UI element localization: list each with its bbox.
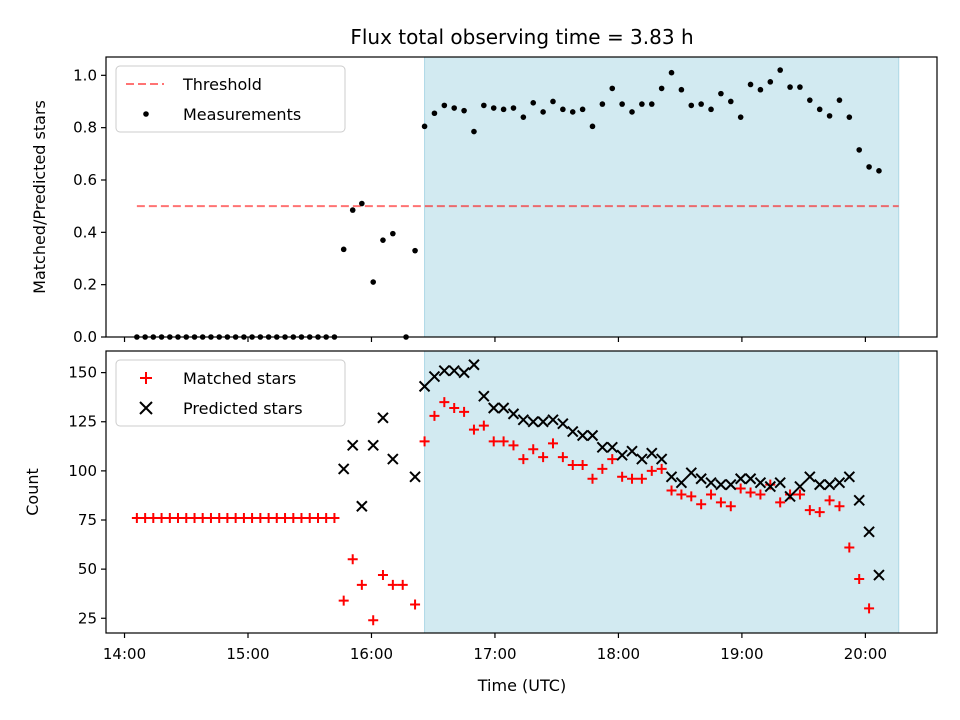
measurement-point: [817, 107, 823, 113]
measurement-point: [688, 103, 694, 109]
x-tick-label: 15:00: [226, 645, 269, 663]
y-axis-title: Matched/Predicted stars: [30, 100, 49, 294]
measurement-point: [442, 103, 448, 109]
legend-label: Matched stars: [183, 369, 296, 388]
measurement-point: [609, 86, 615, 92]
measurement-point: [350, 207, 356, 213]
measurement-point: [530, 100, 536, 106]
highlight-span: [425, 57, 899, 337]
measurement-point: [521, 114, 527, 120]
measurement-point: [511, 105, 517, 111]
legend: Matched stars Predicted stars: [116, 360, 345, 426]
chart-title: Flux total observing time = 3.83 h: [350, 25, 693, 49]
measurement-point: [491, 105, 497, 111]
y-tick-label: 125: [68, 413, 97, 431]
measurement-point: [866, 164, 872, 170]
measurement-point: [856, 147, 862, 153]
legend: Threshold Measurements: [116, 66, 345, 132]
measurement-point: [629, 109, 635, 115]
measurement-point: [797, 84, 803, 90]
y-axis-title: Count: [23, 468, 42, 516]
y-tick-label: 25: [78, 609, 97, 627]
y-tick-label: 1.0: [73, 66, 97, 84]
measurement-point: [481, 103, 487, 109]
measurement-point: [422, 124, 428, 130]
measurement-point: [359, 201, 365, 207]
measurement-point: [341, 247, 347, 253]
measurement-point: [619, 101, 625, 107]
legend-label: Threshold: [182, 75, 262, 94]
measurement-point: [461, 108, 467, 114]
measurement-point: [550, 99, 556, 105]
measurement-point: [560, 107, 566, 113]
measurement-point: [827, 113, 833, 119]
y-tick-label: 150: [68, 364, 97, 382]
measurement-point: [471, 129, 477, 135]
measurement-point: [600, 101, 606, 107]
measurement-point: [432, 110, 438, 116]
y-tick-label: 0.4: [73, 223, 97, 241]
measurement-point: [787, 84, 793, 90]
measurement-point: [649, 101, 655, 107]
measurement-point: [679, 87, 685, 93]
x-tick-label: 20:00: [844, 645, 887, 663]
measurement-point: [540, 109, 546, 115]
measurement-point: [639, 101, 645, 107]
measurement-point: [768, 79, 774, 85]
measurement-point: [728, 99, 734, 105]
y-tick-label: 100: [68, 462, 97, 480]
measurement-point: [698, 101, 704, 107]
legend-label: Predicted stars: [183, 399, 303, 418]
measurement-point: [807, 97, 813, 103]
measurement-point: [390, 231, 396, 237]
measurement-point: [837, 97, 843, 103]
x-tick-label: 17:00: [473, 645, 516, 663]
x-tick-label: 19:00: [720, 645, 763, 663]
x-tick-label: 18:00: [597, 645, 640, 663]
y-tick-label: 0.2: [73, 276, 97, 294]
measurement-point: [876, 168, 882, 174]
measurement-point: [370, 279, 376, 285]
measurement-point: [669, 70, 675, 76]
legend-label: Measurements: [183, 105, 301, 124]
y-tick-label: 75: [78, 511, 97, 529]
x-axis-title: Time (UTC): [477, 676, 566, 695]
measurement-point: [380, 237, 386, 243]
measurement-point: [718, 91, 724, 97]
x-tick-label: 14:00: [103, 645, 146, 663]
y-tick-label: 0.0: [73, 328, 97, 346]
measurement-point: [590, 124, 596, 130]
y-tick-label: 0.6: [73, 171, 97, 189]
measurement-point: [570, 109, 576, 115]
measurement-point: [708, 107, 714, 113]
y-tick-label: 50: [78, 560, 97, 578]
highlight-span: [425, 351, 899, 633]
measurement-point: [748, 82, 754, 88]
y-tick-label: 0.8: [73, 119, 97, 137]
measurement-point: [758, 87, 764, 93]
flux-chart: Flux total observing time = 3.83 h 0.0 0.…: [0, 0, 960, 720]
measurement-point: [501, 107, 507, 113]
measurement-point: [412, 248, 418, 254]
x-tick-label: 16:00: [350, 645, 393, 663]
legend-measurement-swatch: [143, 111, 149, 117]
measurement-point: [738, 114, 744, 120]
measurement-point: [580, 107, 586, 113]
measurement-point: [659, 86, 665, 92]
measurement-point: [847, 114, 853, 120]
measurement-point: [451, 105, 457, 111]
measurement-point: [777, 67, 783, 73]
